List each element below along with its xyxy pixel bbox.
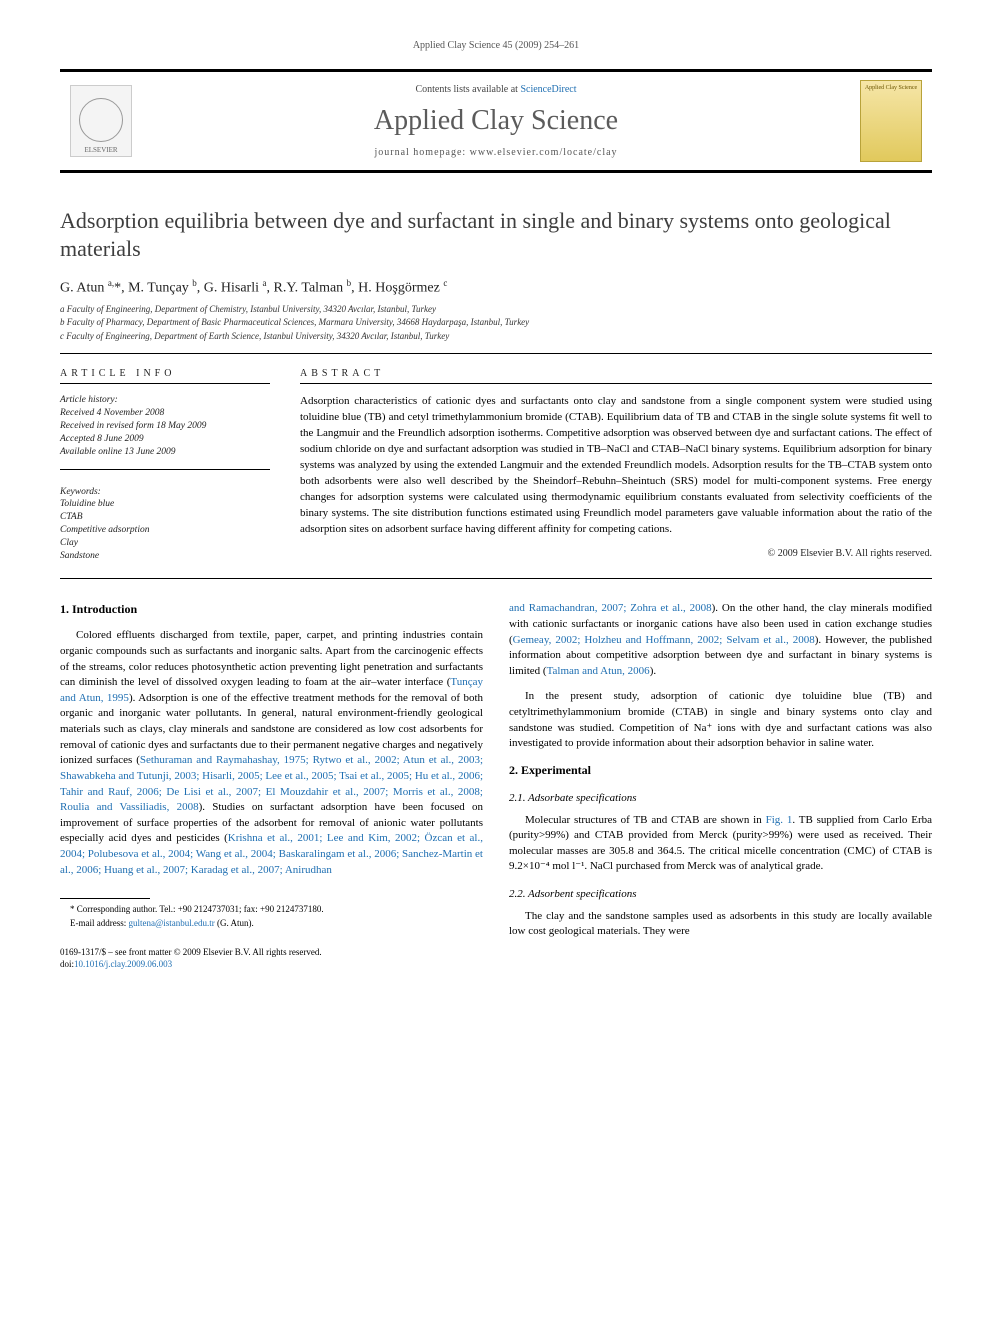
abstract-col: ABSTRACT Adsorption characteristics of c… (300, 368, 932, 562)
article-info-head: ARTICLE INFO (60, 368, 270, 384)
corr-email-line: E-mail address: gultena@istanbul.edu.tr … (60, 917, 483, 929)
text: Molecular structures of TB and CTAB are … (525, 814, 766, 826)
keyword: Sandstone (60, 550, 270, 563)
keyword: Toluidine blue (60, 498, 270, 511)
corresponding-footnote: * Corresponding author. Tel.: +90 212473… (60, 903, 483, 929)
email-label: E-mail address: (70, 918, 128, 928)
keyword: Clay (60, 537, 270, 550)
email-tail: (G. Atun). (215, 918, 254, 928)
affiliation-b: b Faculty of Pharmacy, Department of Bas… (60, 316, 932, 329)
sciencedirect-link[interactable]: ScienceDirect (520, 84, 576, 95)
citation-link[interactable]: Gemeay, 2002; Holzheu and Hoffmann, 2002… (513, 634, 815, 646)
journal-name: Applied Clay Science (150, 105, 842, 137)
history-online: Available online 13 June 2009 (60, 446, 270, 459)
keyword: CTAB (60, 511, 270, 524)
elsevier-label: ELSEVIER (84, 146, 117, 154)
section-1-para-1-cont: and Ramachandran, 2007; Zohra et al., 20… (509, 601, 932, 679)
keywords-title: Keywords: (60, 486, 270, 499)
section-2-head: 2. Experimental (509, 762, 932, 779)
contents-prefix: Contents lists available at (415, 84, 520, 95)
corr-author-line: * Corresponding author. Tel.: +90 212473… (60, 903, 483, 915)
affiliation-a: a Faculty of Engineering, Department of … (60, 303, 932, 316)
author-list: G. Atun a,*, M. Tunçay b, G. Hisarli a, … (60, 278, 932, 297)
section-1-para-2: In the present study, adsorption of cati… (509, 689, 932, 751)
section-1-para-1: Colored effluents discharged from textil… (60, 628, 483, 878)
article-title: Adsorption equilibria between dye and su… (60, 207, 932, 262)
body-two-columns: 1. Introduction Colored effluents discha… (60, 601, 932, 970)
text: ). (650, 665, 656, 677)
doi-label: doi: (60, 959, 74, 969)
doi-block: 0169-1317/$ – see front matter © 2009 El… (60, 947, 483, 970)
article-history: Article history: Received 4 November 200… (60, 394, 270, 469)
doi-link[interactable]: 10.1016/j.clay.2009.06.003 (74, 959, 172, 969)
front-matter-line: 0169-1317/$ – see front matter © 2009 El… (60, 947, 483, 959)
figure-link[interactable]: Fig. 1 (766, 814, 793, 826)
footnote-rule (60, 898, 150, 899)
section-2-2-head: 2.2. Adsorbent specifications (509, 887, 932, 903)
section-2-1-para: Molecular structures of TB and CTAB are … (509, 813, 932, 875)
section-2-1-head: 2.1. Adsorbate specifications (509, 791, 932, 807)
running-header: Applied Clay Science 45 (2009) 254–261 (60, 40, 932, 51)
text: Colored effluents discharged from textil… (60, 629, 483, 688)
affiliations: a Faculty of Engineering, Department of … (60, 303, 932, 355)
abstract-copyright: © 2009 Elsevier B.V. All rights reserved… (300, 548, 932, 559)
journal-homepage: journal homepage: www.elsevier.com/locat… (150, 147, 842, 158)
banner-center: Contents lists available at ScienceDirec… (150, 84, 842, 158)
history-title: Article history: (60, 394, 270, 407)
section-2-2-para: The clay and the sandstone samples used … (509, 909, 932, 940)
email-link[interactable]: gultena@istanbul.edu.tr (128, 918, 214, 928)
cover-thumbnail: Applied Clay Science (860, 80, 922, 162)
abstract-head: ABSTRACT (300, 368, 932, 384)
contents-line: Contents lists available at ScienceDirec… (150, 84, 842, 95)
citation-link[interactable]: Talman and Atun, 2006 (547, 665, 650, 677)
section-1-head: 1. Introduction (60, 601, 483, 618)
history-received: Received 4 November 2008 (60, 407, 270, 420)
journal-banner: ELSEVIER Contents lists available at Sci… (60, 69, 932, 173)
elsevier-logo: ELSEVIER (70, 85, 132, 157)
keyword: Competitive adsorption (60, 524, 270, 537)
homepage-prefix: journal homepage: (374, 147, 469, 158)
info-abstract-row: ARTICLE INFO Article history: Received 4… (60, 368, 932, 579)
history-revised: Received in revised form 18 May 2009 (60, 420, 270, 433)
elsevier-tree-icon (79, 98, 123, 142)
citation-link[interactable]: and Ramachandran, 2007; Zohra et al., 20… (509, 602, 712, 614)
homepage-url: www.elsevier.com/locate/clay (470, 147, 618, 158)
keywords-block: Keywords: Toluidine blue CTAB Competitiv… (60, 486, 270, 563)
history-accepted: Accepted 8 June 2009 (60, 433, 270, 446)
abstract-text: Adsorption characteristics of cationic d… (300, 394, 932, 537)
affiliation-c: c Faculty of Engineering, Department of … (60, 330, 932, 343)
article-info-col: ARTICLE INFO Article history: Received 4… (60, 368, 270, 562)
